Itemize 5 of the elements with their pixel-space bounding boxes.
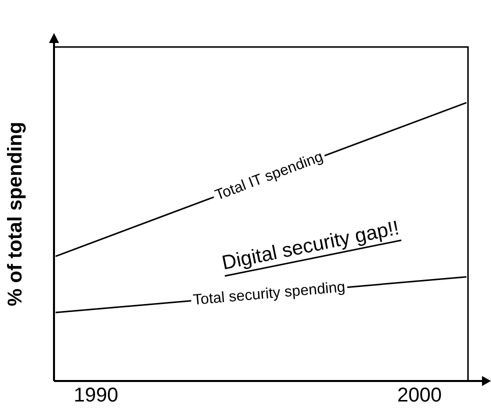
series-label: Total security spending <box>192 278 346 309</box>
x-tick-label: 1990 <box>74 384 118 407</box>
annotation: Digital security gap!! <box>220 217 402 275</box>
x-tick-label: 2000 <box>397 384 442 407</box>
y-axis-title: % of total spending <box>4 122 27 306</box>
